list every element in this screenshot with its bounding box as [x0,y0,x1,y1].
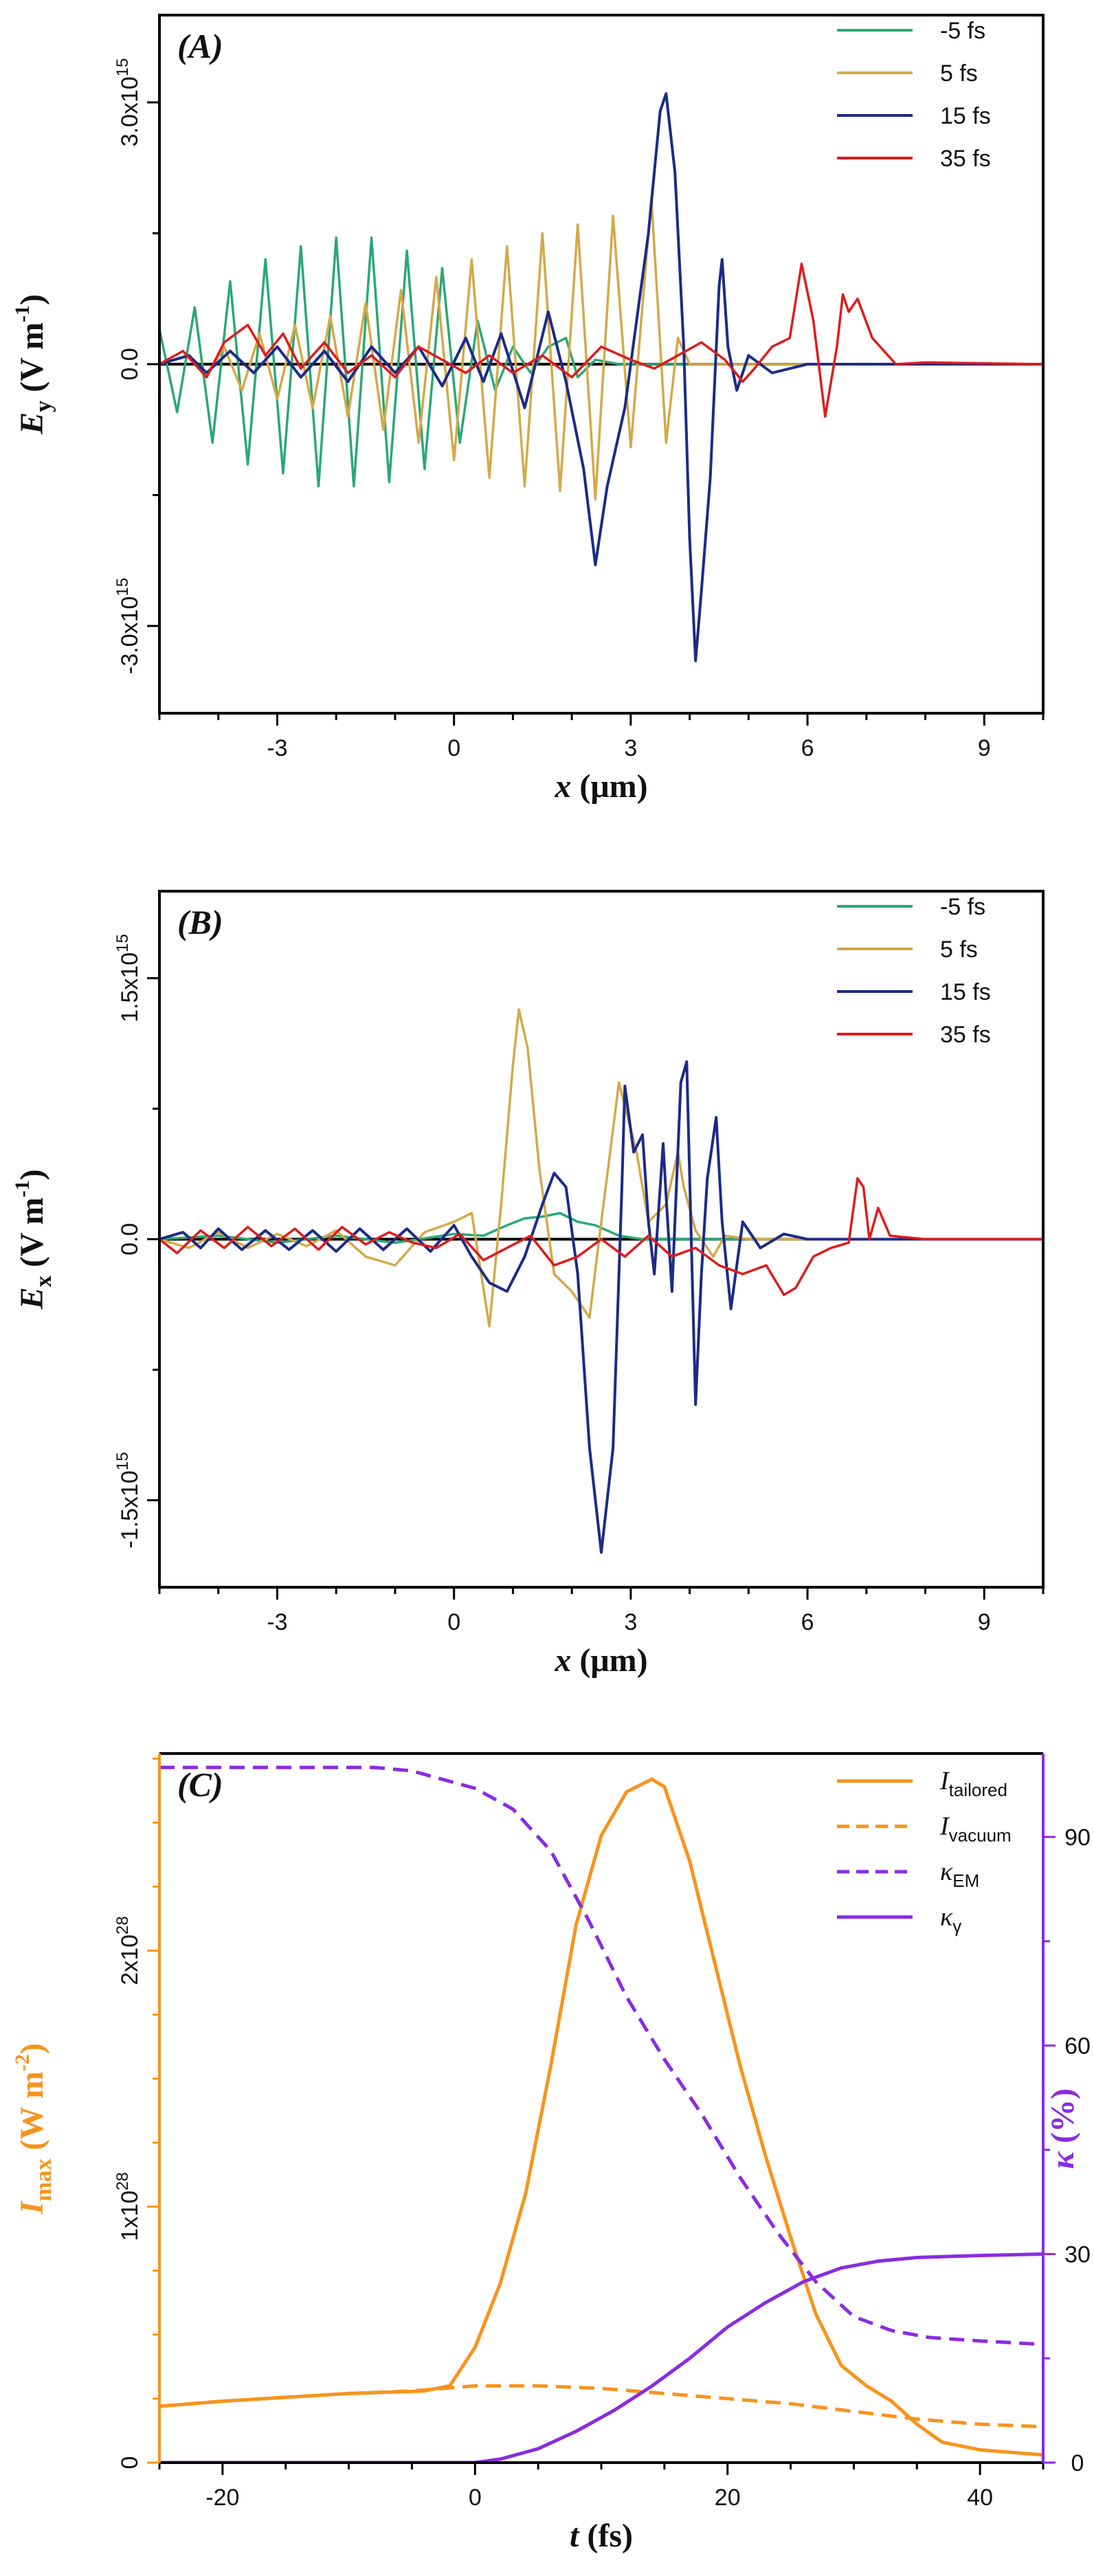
x-tick-label: 6 [801,735,814,761]
right-tick-label: 0 [1071,2450,1084,2476]
y-axis-title: Ey (V m-1) [11,294,56,435]
panel-label: (A) [177,27,223,65]
x-axis-title: x (μm) [554,1642,647,1679]
chart-panel-b: -3 0 3 6 9 -1.5x1015 0.0 1.5x1015 x (μm) Ex (V m-… [11,890,1045,1679]
panel-label: (C) [177,1765,223,1804]
x-axis-title: t (fs) [570,2518,633,2554]
y-tick-label: 0.0 [117,1223,143,1255]
right-tick-label: 90 [1064,1824,1091,1850]
x-tick-label: 20 [715,2485,741,2511]
series-line-i-vacuum [159,2384,1043,2429]
legend-label: Ivacuum [939,1812,1012,1846]
legend-label: -5 fs [940,894,985,920]
x-tick-label: 0 [469,2485,482,2511]
x-tick-label: 9 [978,1609,991,1635]
x-tick-label: -20 [205,2485,239,2511]
series-line-5fs [159,197,1043,501]
legend-label: 5 fs [940,60,978,87]
x-tick-label: -3 [267,1609,287,1635]
right-tick-label: 60 [1064,2033,1091,2059]
x-tick-label: 0 [447,735,460,761]
legend-label: 35 fs [940,1022,991,1048]
series-line-i-tailored [159,1777,1043,2457]
left-tick-label: 1x1028 [113,2172,143,2241]
legend-label: -5 fs [940,18,985,44]
legend-label: 35 fs [940,146,991,172]
series-line-kappa-em [159,1765,1043,2347]
legend-label: κEM [940,1857,979,1891]
x-tick-label: 3 [624,1609,637,1635]
series-line-m5fs [159,236,1043,488]
panel-label: (B) [177,903,223,941]
chart-panel-c: -20 0 20 40 0 1x1028 2x1028 0 30 60 90 t (fs) Imax (… [11,1752,1091,2554]
legend-label: 15 fs [940,979,991,1005]
x-tick-label: -3 [267,735,287,761]
y-tick-label: 1.5x1015 [113,934,143,1022]
series-line-5fs [159,1008,1043,1328]
series-line-35fs [159,1177,1043,1297]
right-tick-label: 30 [1064,2241,1091,2267]
series-line-15fs [159,1060,1043,1554]
legend-label: 15 fs [940,103,991,129]
legend-label: 5 fs [940,937,978,963]
chart-panel-a: -3 0 3 6 9 -3.0x1015 0.0 3.0x1015 x (μm) Ey (V m-… [11,14,1045,805]
right-axis-title: κ (%) [1045,2088,1081,2169]
y-tick-label: -1.5x1015 [113,1452,143,1548]
x-tick-label: 0 [447,1609,460,1635]
series-line-kappa-gamma [159,2252,1043,2463]
y-axis-title: Ex (V m-1) [11,1169,56,1310]
left-tick-label: 2x1028 [113,1916,143,1985]
x-tick-label: 40 [967,2485,993,2511]
y-tick-label: 0.0 [117,348,143,380]
x-tick-label: 3 [624,735,637,761]
series-line-15fs [159,92,1043,662]
y-tick-label: -3.0x1015 [113,578,143,674]
left-tick-label: 0 [117,2456,143,2469]
y-tick-label: 3.0x1015 [113,58,143,147]
series-line-35fs [159,262,1043,418]
left-axis-title: Imax (W m-2) [11,2043,56,2215]
legend-label: κγ [940,1903,961,1936]
x-axis-title: x (μm) [554,768,647,805]
x-tick-label: 9 [978,735,991,761]
legend-label: Itailored [939,1767,1007,1800]
x-tick-label: 6 [801,1609,814,1635]
